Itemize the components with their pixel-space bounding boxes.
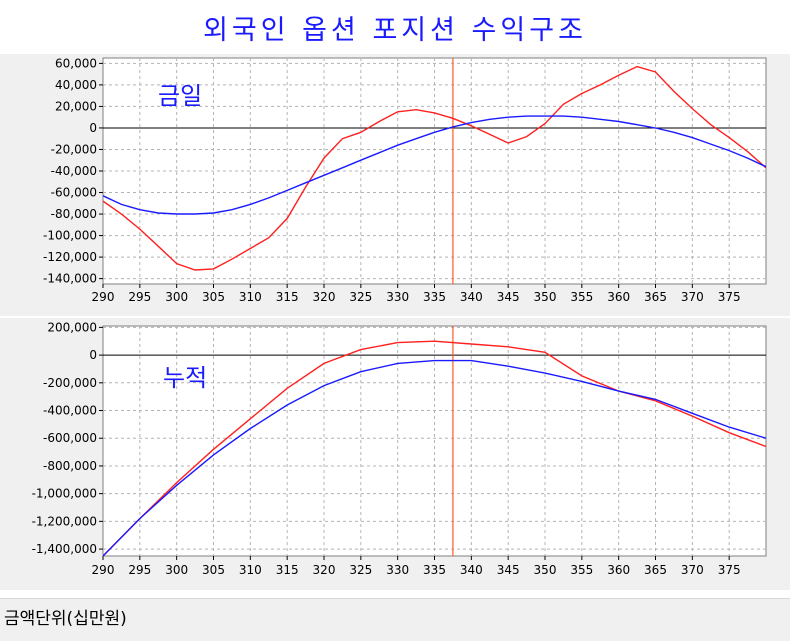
y-tick-label: -600,000 xyxy=(43,431,97,445)
y-tick-label: -1,200,000 xyxy=(32,514,97,528)
x-tick-label: 340 xyxy=(460,290,483,304)
x-tick-label: 330 xyxy=(386,563,409,577)
status-bar: 금액단위(십만원) xyxy=(0,598,790,641)
x-tick-label: 345 xyxy=(497,563,520,577)
y-tick-label: -1,000,000 xyxy=(32,487,97,501)
x-tick-label: 300 xyxy=(165,563,188,577)
page-title: 외국인 옵션 포지션 수익구조 xyxy=(203,15,587,46)
x-tick-label: 315 xyxy=(276,290,299,304)
y-tick-label: 200,000 xyxy=(47,320,97,334)
x-tick-label: 290 xyxy=(92,290,115,304)
x-tick-label: 305 xyxy=(202,290,225,304)
x-tick-label: 360 xyxy=(607,563,630,577)
x-tick-label: 350 xyxy=(534,290,557,304)
y-tick-label: 60,000 xyxy=(55,56,97,70)
x-tick-label: 355 xyxy=(570,563,593,577)
x-tick-label: 360 xyxy=(607,290,630,304)
x-tick-label: 370 xyxy=(681,290,704,304)
x-tick-label: 310 xyxy=(239,290,262,304)
y-tick-label: -60,000 xyxy=(51,186,97,200)
y-tick-label: 20,000 xyxy=(55,99,97,113)
x-tick-label: 340 xyxy=(460,563,483,577)
y-tick-label: -100,000 xyxy=(43,229,97,243)
x-tick-label: 310 xyxy=(239,563,262,577)
y-tick-label: -120,000 xyxy=(43,250,97,264)
x-tick-label: 325 xyxy=(349,563,372,577)
daily-payoff-chart: 290 295 300 305 310 315 320 325 330 335 340 345 350 3… xyxy=(43,56,767,304)
x-tick-label: 365 xyxy=(644,563,667,577)
series-line-blue xyxy=(103,359,766,556)
cumulative-payoff-chart: 290 295 300 305 310 315 320 325 330 335 340 345 350 3… xyxy=(32,320,767,577)
x-tick-label: 375 xyxy=(718,290,741,304)
x-tick-label: 345 xyxy=(497,290,520,304)
x-tick-label: 325 xyxy=(349,290,372,304)
y-tick-label: 0 xyxy=(89,348,97,362)
y-tick-label: 0 xyxy=(89,121,97,135)
x-tick-label: 320 xyxy=(313,290,336,304)
chart-annotation: 누적 xyxy=(163,364,207,392)
x-tick-label: 295 xyxy=(128,290,151,304)
y-tick-label: -80,000 xyxy=(51,207,97,221)
unit-label: 금액단위(십만원) xyxy=(4,609,127,629)
y-tick-label: 40,000 xyxy=(55,78,97,92)
y-tick-label: -800,000 xyxy=(43,459,97,473)
y-tick-label: -400,000 xyxy=(43,404,97,418)
series-line-red xyxy=(103,65,766,271)
x-tick-label: 355 xyxy=(570,290,593,304)
x-tick-label: 365 xyxy=(644,290,667,304)
x-tick-label: 350 xyxy=(534,563,557,577)
x-tick-label: 315 xyxy=(276,563,299,577)
x-tick-label: 330 xyxy=(386,290,409,304)
x-tick-label: 335 xyxy=(423,290,446,304)
x-tick-label: 305 xyxy=(202,563,225,577)
x-tick-label: 375 xyxy=(718,563,741,577)
x-tick-label: 290 xyxy=(92,563,115,577)
x-tick-label: 300 xyxy=(165,290,188,304)
x-tick-label: 295 xyxy=(128,563,151,577)
x-tick-label: 370 xyxy=(681,563,704,577)
x-tick-label: 335 xyxy=(423,563,446,577)
y-tick-label: -40,000 xyxy=(51,164,97,178)
y-tick-label: -1,400,000 xyxy=(32,542,97,556)
chart-annotation: 금일 xyxy=(158,82,202,110)
series-line-red xyxy=(103,340,766,556)
series-line-blue xyxy=(103,115,766,215)
y-tick-label: -140,000 xyxy=(43,272,97,286)
y-tick-label: -200,000 xyxy=(43,376,97,390)
x-tick-label: 320 xyxy=(313,563,336,577)
y-tick-label: -20,000 xyxy=(51,142,97,156)
